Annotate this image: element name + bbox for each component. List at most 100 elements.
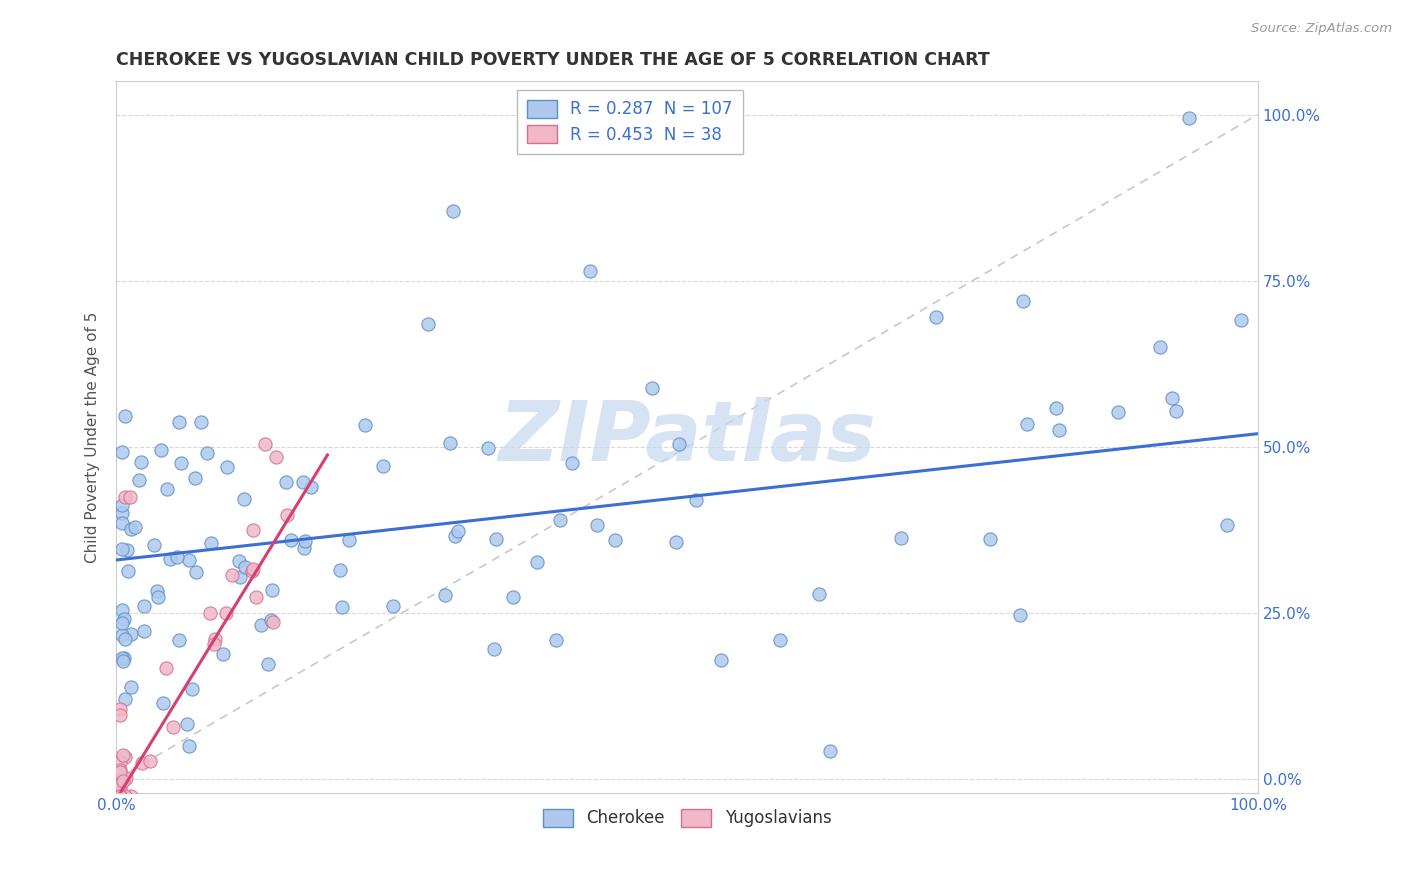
Point: [129, 455, 152, 469]
Point: [299, 479, 322, 493]
Point: [108, 702, 131, 716]
Point: [186, 565, 208, 579]
Point: [433, 588, 456, 602]
Point: [502, 590, 524, 604]
Point: [1164, 403, 1187, 417]
Point: [111, 650, 134, 665]
Point: [439, 436, 461, 450]
Point: [561, 456, 583, 470]
Point: [1011, 294, 1033, 309]
Point: [381, 599, 404, 614]
Point: [925, 310, 948, 325]
Point: [108, 708, 131, 723]
Point: [200, 607, 222, 621]
Point: [200, 535, 222, 549]
Point: [114, 789, 136, 803]
Point: [354, 418, 377, 433]
Point: [526, 555, 548, 569]
Point: [818, 744, 841, 758]
Point: [108, 778, 131, 792]
Point: [111, 774, 134, 789]
Point: [245, 591, 267, 605]
Point: [108, 781, 131, 796]
Point: [416, 318, 439, 332]
Point: [221, 567, 243, 582]
Point: [166, 550, 188, 565]
Point: [1010, 607, 1032, 622]
Point: [169, 632, 191, 647]
Point: [114, 750, 136, 764]
Point: [183, 471, 205, 485]
Point: [108, 789, 131, 803]
Point: [240, 564, 263, 578]
Point: [256, 657, 278, 672]
Point: [111, 541, 134, 556]
Point: [176, 717, 198, 731]
Point: [195, 446, 218, 460]
Text: CHEROKEE VS YUGOSLAVIAN CHILD POVERTY UNDER THE AGE OF 5 CORRELATION CHART: CHEROKEE VS YUGOSLAVIAN CHILD POVERTY UN…: [117, 51, 990, 69]
Point: [294, 533, 316, 548]
Point: [229, 570, 252, 584]
Point: [132, 599, 155, 613]
Point: [215, 460, 238, 475]
Point: [202, 637, 225, 651]
Point: [108, 763, 131, 777]
Point: [162, 720, 184, 734]
Point: [768, 633, 790, 648]
Point: [120, 680, 142, 694]
Point: [979, 532, 1001, 546]
Point: [253, 436, 276, 450]
Point: [108, 789, 131, 803]
Point: [108, 764, 131, 779]
Point: [167, 415, 190, 429]
Point: [641, 381, 664, 395]
Point: [212, 647, 235, 661]
Point: [441, 204, 464, 219]
Point: [233, 559, 256, 574]
Point: [108, 756, 131, 770]
Point: [447, 524, 470, 539]
Point: [276, 508, 298, 522]
Point: [134, 624, 156, 638]
Point: [114, 772, 136, 786]
Point: [128, 473, 150, 487]
Point: [150, 442, 173, 457]
Point: [114, 632, 136, 647]
Point: [112, 747, 135, 762]
Point: [242, 523, 264, 537]
Point: [444, 529, 467, 543]
Point: [329, 563, 352, 577]
Point: [117, 564, 139, 578]
Point: [260, 613, 283, 627]
Y-axis label: Child Poverty Under the Age of 5: Child Poverty Under the Age of 5: [86, 311, 100, 563]
Point: [111, 445, 134, 459]
Point: [1230, 312, 1253, 326]
Point: [114, 409, 136, 423]
Point: [710, 652, 733, 666]
Point: [330, 599, 353, 614]
Point: [111, 498, 134, 512]
Point: [262, 615, 284, 630]
Point: [1178, 111, 1201, 125]
Point: [118, 490, 141, 504]
Point: [477, 441, 499, 455]
Point: [142, 539, 165, 553]
Point: [131, 756, 153, 770]
Point: [1045, 401, 1067, 415]
Point: [264, 450, 287, 464]
Point: [242, 562, 264, 576]
Point: [111, 506, 134, 520]
Point: [139, 754, 162, 768]
Point: [371, 459, 394, 474]
Point: [292, 541, 315, 555]
Point: [685, 493, 707, 508]
Point: [550, 513, 572, 527]
Point: [337, 533, 360, 548]
Point: [250, 618, 273, 632]
Point: [114, 692, 136, 706]
Point: [156, 482, 179, 496]
Point: [111, 615, 134, 630]
Point: [544, 632, 567, 647]
Point: [204, 632, 226, 646]
Point: [232, 492, 254, 507]
